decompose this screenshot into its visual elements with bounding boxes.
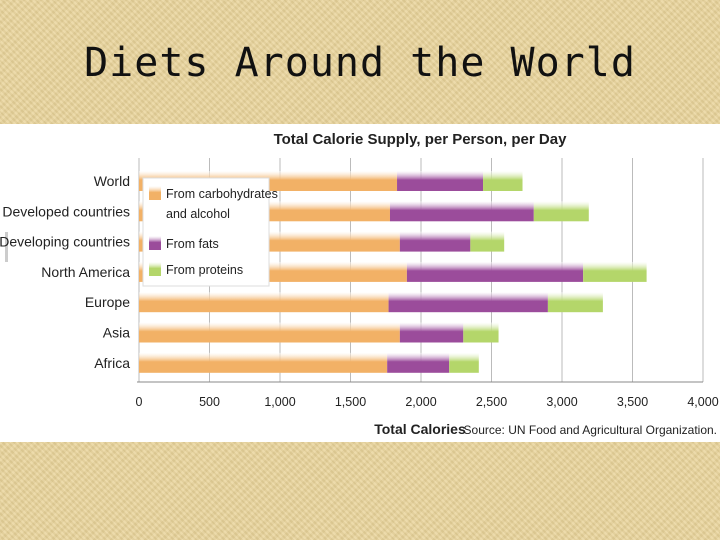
legend-label: From proteins — [166, 263, 243, 277]
bar-segment — [397, 171, 484, 191]
bar-segment — [399, 322, 464, 343]
legend-label: From carbohydrates — [166, 187, 278, 201]
category-label: Developed countries — [2, 203, 130, 219]
bar-segment — [470, 231, 505, 252]
legend-box — [142, 177, 270, 287]
bar-segment — [449, 352, 479, 373]
bar-segment — [583, 261, 647, 282]
legend-layer: From carbohydrates and alcohol From fats Fr… — [142, 177, 278, 287]
bar-segment — [406, 261, 584, 282]
bar-layer: World Developed countries Developing count… — [0, 171, 647, 373]
x-tick-label: 3,500 — [617, 395, 648, 409]
category-label: Africa — [94, 355, 130, 371]
bar-segment — [388, 292, 548, 313]
x-tick-label: 1,000 — [264, 395, 295, 409]
axis-layer: 0 500 1,000 1,500 2,000 2,500 3,000 3,500 4,000 — [136, 395, 719, 409]
category-label: Developing countries — [0, 234, 130, 250]
legend-label: From fats — [166, 237, 219, 251]
x-tick-label: 0 — [136, 395, 143, 409]
chart-title: Total Calorie Supply, per Person, per Da… — [274, 131, 568, 148]
panel-edge-mark — [5, 232, 8, 262]
category-label: North America — [41, 264, 130, 280]
legend-label: and alcohol — [166, 207, 230, 221]
legend-swatch — [149, 186, 161, 200]
category-label: Europe — [85, 294, 130, 310]
source-note: Source: UN Food and Agricultural Organiz… — [464, 423, 717, 437]
chart-panel: World Developed countries Developing count… — [0, 124, 720, 442]
bar-segment — [547, 292, 603, 313]
bar-segment — [389, 201, 534, 222]
x-tick-label: 3,000 — [546, 395, 577, 409]
x-tick-label: 500 — [199, 395, 220, 409]
legend-swatch — [149, 262, 161, 276]
bar-segment — [139, 322, 400, 343]
bar-segment — [399, 231, 471, 252]
bar-segment — [387, 352, 450, 373]
category-label: World — [94, 173, 130, 189]
bar-segment — [533, 201, 589, 222]
x-tick-label: 2,500 — [476, 395, 507, 409]
slide-title: Diets Around the World — [84, 40, 636, 86]
bar-segment — [463, 322, 499, 343]
legend-swatch — [149, 236, 161, 250]
x-tick-label: 2,000 — [405, 395, 436, 409]
stacked-bar-chart: World Developed countries Developing count… — [0, 131, 719, 437]
bar-segment — [139, 292, 389, 313]
x-tick-label: 4,000 — [687, 395, 718, 409]
x-axis-label: Total Calories — [374, 421, 466, 437]
bar-segment — [483, 171, 523, 191]
x-tick-label: 1,500 — [335, 395, 366, 409]
bar-segment — [139, 352, 388, 373]
category-label: Asia — [103, 325, 130, 341]
